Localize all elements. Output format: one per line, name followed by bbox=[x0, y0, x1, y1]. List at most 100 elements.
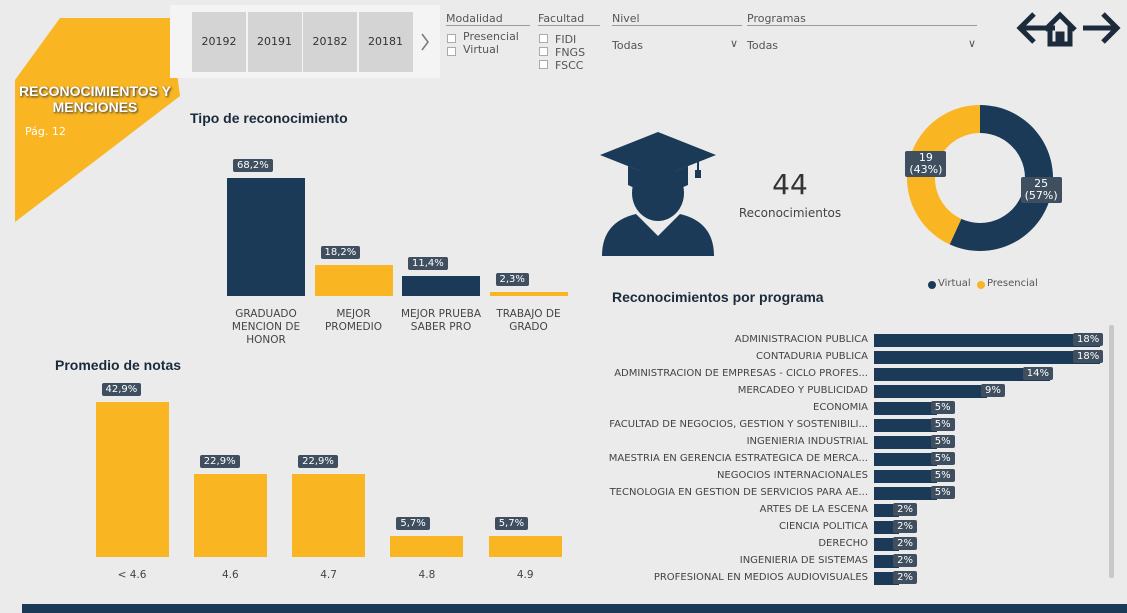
bar bbox=[874, 385, 987, 398]
data-label: 5,7% bbox=[494, 517, 529, 531]
x-tick-label: 4.7 bbox=[320, 569, 337, 581]
slicer-next[interactable] bbox=[421, 33, 429, 51]
kpi-value: 44 bbox=[772, 168, 808, 201]
y-tick-label: FACULTAD DE NEGOCIOS, GESTION Y SOSTENIB… bbox=[609, 419, 868, 430]
dropdown[interactable]: Todas bbox=[747, 39, 779, 52]
page-title: RECONOCIMIENTOS Y MENCIONES bbox=[19, 83, 171, 115]
y-tick-label: MERCADEO Y PUBLICIDAD bbox=[737, 385, 868, 396]
bar bbox=[874, 555, 900, 568]
data-label: 5% bbox=[930, 401, 955, 414]
data-label: 18% bbox=[1073, 350, 1104, 363]
data-label: 22,9% bbox=[298, 455, 338, 469]
data-label: 2% bbox=[893, 520, 917, 533]
page-number: Pág. 12 bbox=[25, 125, 66, 138]
bar bbox=[874, 453, 937, 466]
data-label: 19 (43%) bbox=[905, 151, 947, 178]
bar bbox=[292, 474, 366, 557]
x-tick-label: < 4.6 bbox=[117, 569, 147, 581]
dropdown-chevron: ∨ bbox=[730, 37, 739, 50]
period-button[interactable]: 20191 bbox=[247, 12, 302, 72]
y-tick-label: INGENIERIA INDUSTRIAL bbox=[746, 436, 868, 447]
data-label: 2% bbox=[893, 554, 917, 567]
filter-label: Nivel bbox=[612, 12, 742, 26]
checkbox[interactable] bbox=[539, 34, 548, 43]
bar bbox=[874, 351, 1100, 364]
chart-title: Promedio de notas bbox=[55, 357, 182, 373]
data-label: 42,9% bbox=[101, 383, 142, 396]
checkbox-label: FIDI bbox=[555, 33, 577, 46]
data-label: 22,9% bbox=[199, 455, 240, 469]
y-tick-label: CIENCIA POLITICA bbox=[779, 521, 868, 532]
data-label: 14% bbox=[1022, 367, 1053, 380]
bar bbox=[874, 504, 900, 517]
y-tick-label: ADMINISTRACION PUBLICA bbox=[734, 334, 868, 345]
x-tick-label: GRADUADO MENCION DE HONOR bbox=[231, 308, 301, 346]
footer-bar bbox=[22, 604, 1127, 613]
x-tick-label: 4.6 bbox=[221, 569, 239, 581]
bar bbox=[95, 402, 169, 557]
y-tick-label: CONTADURIA PUBLICA bbox=[756, 351, 868, 362]
data-label: 18% bbox=[1073, 333, 1104, 346]
title-shape bbox=[15, 18, 180, 222]
data-label: 11,4% bbox=[408, 257, 448, 271]
kpi-label: Reconocimientos bbox=[738, 206, 842, 220]
data-label: 5% bbox=[930, 435, 955, 448]
scrollbar[interactable] bbox=[1109, 325, 1114, 578]
bar bbox=[874, 368, 1050, 381]
checkbox[interactable] bbox=[539, 47, 548, 56]
legend-label: Presencial bbox=[987, 278, 1038, 289]
data-label: 5% bbox=[930, 469, 955, 482]
data-label: 2% bbox=[893, 503, 917, 516]
data-label: 5% bbox=[930, 486, 955, 499]
bar bbox=[227, 178, 305, 296]
y-tick-label: TECNOLOGIA EN GESTION DE SERVICIOS PARA … bbox=[609, 487, 868, 498]
data-label: 2,3% bbox=[495, 273, 529, 287]
x-tick-label: 4.8 bbox=[418, 569, 436, 581]
dropdown[interactable]: Todas bbox=[612, 39, 644, 52]
y-tick-label: INGENIERIA DE SISTEMAS bbox=[739, 555, 868, 566]
data-label: 5% bbox=[930, 452, 955, 465]
checkbox-label: FSCC bbox=[555, 59, 584, 72]
x-tick-label: MEJOR PROMEDIO bbox=[324, 308, 383, 333]
checkbox[interactable] bbox=[539, 60, 548, 69]
x-tick-label: 4.9 bbox=[516, 569, 534, 581]
bar bbox=[874, 419, 937, 432]
data-label: 25 (57%) bbox=[1020, 176, 1062, 203]
dropdown-chevron: ∨ bbox=[968, 37, 977, 50]
bar bbox=[314, 264, 393, 296]
bar bbox=[874, 470, 937, 483]
checkbox[interactable] bbox=[447, 47, 456, 56]
y-tick-label: NEGOCIOS INTERNACIONALES bbox=[716, 470, 868, 481]
y-tick-label: DERECHO bbox=[818, 538, 868, 549]
data-label: 5,7% bbox=[396, 517, 430, 531]
nav-forward[interactable] bbox=[1083, 12, 1121, 44]
chart-title: Reconocimientos por programa bbox=[612, 289, 824, 305]
checkbox-label: FNGS bbox=[555, 46, 586, 59]
y-tick-label: MAESTRIA EN GERENCIA ESTRATEGICA DE MERC… bbox=[608, 453, 868, 464]
legend-label: Virtual bbox=[938, 278, 971, 289]
legend-swatch bbox=[977, 281, 985, 289]
bar bbox=[489, 292, 568, 296]
data-label: 5% bbox=[930, 418, 955, 431]
data-label: 2% bbox=[893, 537, 917, 550]
graduate-icon bbox=[600, 132, 716, 256]
period-button[interactable]: 20182 bbox=[303, 12, 357, 72]
y-tick-label: ARTES DE LA ESCENA bbox=[759, 504, 868, 515]
checkbox[interactable] bbox=[447, 34, 456, 43]
data-label: 18,2% bbox=[320, 245, 361, 259]
period-button[interactable]: 20192 bbox=[192, 12, 246, 72]
bar bbox=[874, 487, 937, 500]
x-tick-label: MEJOR PRUEBA SABER PRO bbox=[400, 308, 482, 333]
bar bbox=[874, 572, 900, 585]
bar bbox=[874, 436, 937, 449]
data-label: 2% bbox=[893, 571, 917, 584]
bar bbox=[874, 334, 1100, 347]
nav-home[interactable] bbox=[1043, 11, 1077, 47]
y-tick-label: ECONOMIA bbox=[813, 402, 868, 413]
y-tick-label: ADMINISTRACION DE EMPRESAS - CICLO PROFE… bbox=[614, 368, 868, 379]
bar bbox=[390, 536, 464, 557]
period-button[interactable]: 20181 bbox=[358, 12, 413, 72]
bar bbox=[488, 536, 562, 557]
bar bbox=[402, 276, 480, 296]
filter-label: Modalidad bbox=[446, 12, 530, 26]
